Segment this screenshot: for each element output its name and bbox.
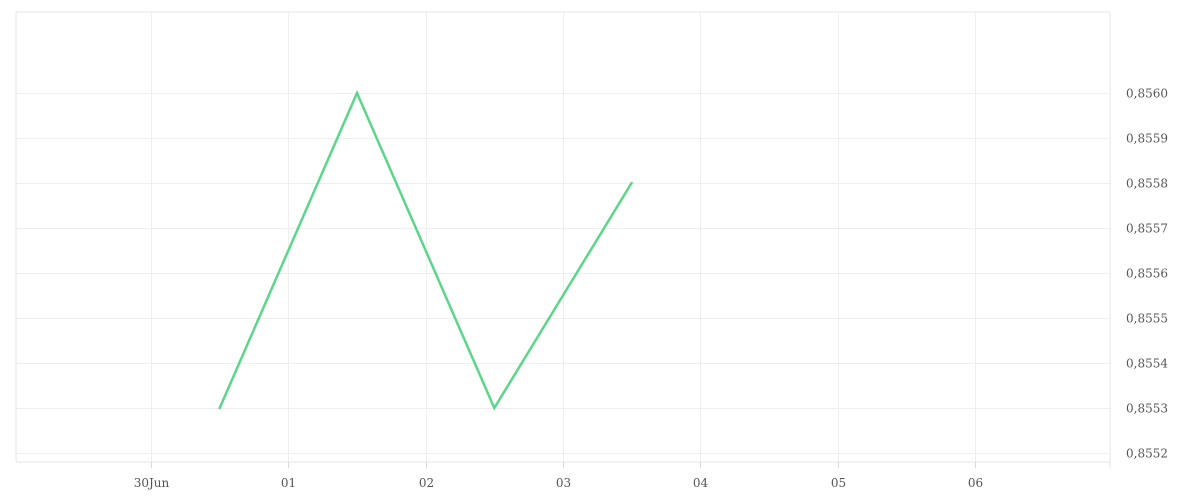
y-tick-label: 0,8556 — [1126, 267, 1168, 281]
x-tick-label: 05 — [831, 476, 846, 490]
x-tick-label: 01 — [281, 476, 296, 490]
y-tick-label: 0,8559 — [1126, 132, 1168, 146]
y-tick-label: 0,8552 — [1126, 447, 1168, 461]
y-tick-label: 0,8558 — [1126, 177, 1168, 191]
x-axis: 30Jun 01 02 03 04 05 06 — [134, 462, 983, 490]
y-tick-label: 0,8553 — [1126, 402, 1168, 416]
x-tick-label: 06 — [968, 476, 983, 490]
series-layer — [218, 89, 633, 411]
y-tick-label: 0,8560 — [1126, 87, 1168, 101]
series-line — [218, 89, 633, 411]
x-tick-label: 03 — [556, 476, 571, 490]
x-tick-label: 04 — [693, 476, 709, 490]
grid — [16, 12, 1110, 462]
x-tick-label: 02 — [419, 476, 434, 490]
y-tick-label: 0,8557 — [1126, 222, 1168, 236]
x-tick-label: 30Jun — [134, 476, 170, 490]
y-tick-label: 0,8554 — [1126, 357, 1168, 371]
y-tick-label: 0,8555 — [1126, 312, 1168, 326]
y-axis: 0,8552 0,8553 0,8554 0,8555 0,8556 0,8557 0,85… — [1126, 87, 1168, 461]
